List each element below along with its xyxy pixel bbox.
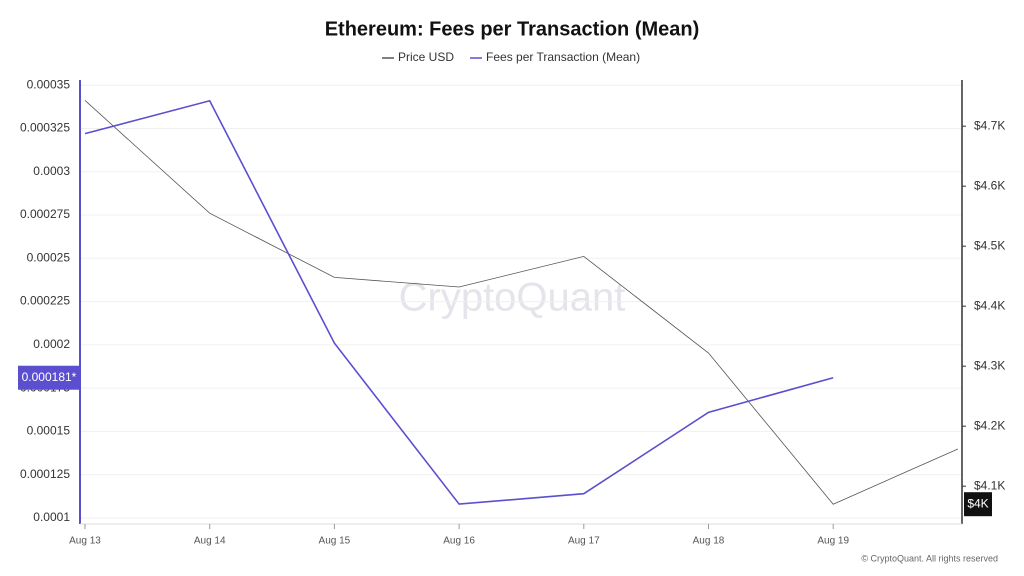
x-tick-label: Aug 16 — [443, 536, 475, 547]
y-marker — [18, 365, 80, 390]
y-tick-label: 0.000275 — [20, 207, 70, 221]
chart-title: Ethereum: Fees per Transaction (Mean) — [325, 18, 700, 40]
y-tick-label: 0.000125 — [20, 467, 70, 481]
legend-label: Price USD — [398, 50, 454, 64]
legend-label: Fees per Transaction (Mean) — [486, 50, 640, 64]
y-tick-label: 0.00025 — [27, 250, 71, 264]
credit: © CryptoQuant. All rights reserved — [861, 553, 998, 563]
line-0 — [84, 100, 959, 505]
y-tick-label: 0.0003 — [33, 164, 70, 178]
x-tick-label: Aug 19 — [817, 536, 849, 547]
y-tick-label: 0.0002 — [33, 337, 70, 351]
y-tick-label: 0.0001 — [33, 510, 70, 524]
x-tick-label: Aug 13 — [69, 536, 101, 547]
y2-tick-label: $4.1K — [974, 478, 1005, 492]
y-tick-label: 0.000225 — [20, 294, 70, 308]
line-1 — [84, 99, 834, 505]
y-marker-label: 0.000181* — [22, 370, 77, 384]
y2-tick-label: $4.4K — [974, 298, 1005, 312]
y2-tick-label: $4.3K — [974, 358, 1005, 372]
x-tick-label: Aug 17 — [568, 536, 600, 547]
y-tick-label: 0.000325 — [20, 121, 70, 135]
y-tick-label: 0.00035 — [27, 77, 71, 91]
y2-marker-label: $4K — [967, 496, 988, 510]
watermark: CryptoQuant — [399, 276, 626, 320]
y2-tick-label: $4.2K — [974, 418, 1005, 432]
y-tick-label: 0.00015 — [27, 424, 71, 438]
y2-tick-label: $4.6K — [974, 178, 1005, 192]
x-tick-label: Aug 18 — [693, 536, 725, 547]
y2-tick-label: $4.7K — [974, 118, 1005, 132]
x-tick-label: Aug 14 — [194, 536, 226, 547]
x-tick-label: Aug 15 — [319, 536, 351, 547]
y2-tick-label: $4.5K — [974, 238, 1005, 252]
y2-marker — [964, 492, 992, 517]
